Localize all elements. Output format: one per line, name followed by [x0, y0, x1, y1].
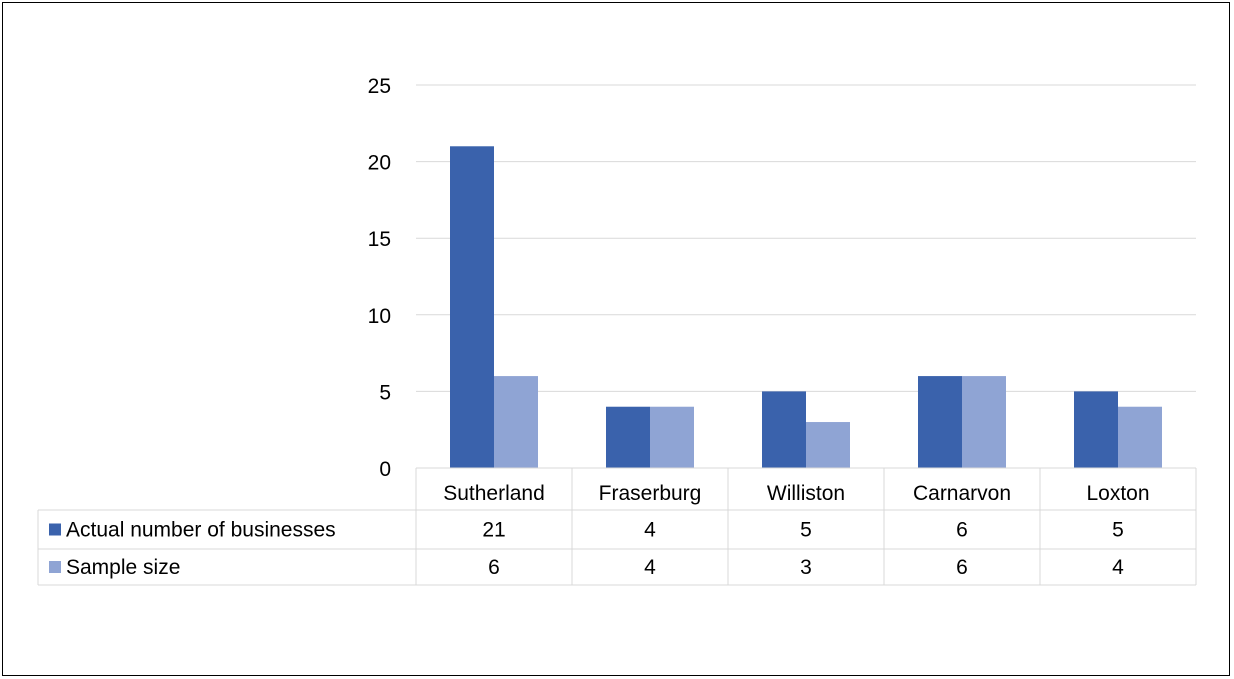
- y-tick-label: 15: [368, 228, 391, 251]
- table-value: 4: [644, 519, 656, 542]
- table-value: 6: [956, 556, 968, 579]
- bar-sample: [1118, 407, 1162, 468]
- bar-actual: [918, 376, 962, 468]
- bar-actual: [762, 391, 806, 468]
- bar-actual: [450, 146, 494, 468]
- series-name: Actual number of businesses: [66, 519, 336, 542]
- bars: [450, 146, 1162, 468]
- table-value: 21: [482, 519, 505, 542]
- y-tick-label: 20: [368, 152, 391, 175]
- y-tick-label: 10: [368, 305, 391, 328]
- bar-sample: [650, 407, 694, 468]
- category-label: Sutherland: [443, 482, 545, 505]
- category-label: Fraserburg: [599, 482, 702, 505]
- y-tick-label: 5: [379, 381, 391, 404]
- series-name: Sample size: [66, 556, 180, 579]
- bar-sample: [806, 422, 850, 468]
- chart: 0 5 10 15 20 25 Sutherland Fraserburg Williston…: [3, 3, 1231, 677]
- bar-actual: [606, 407, 650, 468]
- table-value: 3: [800, 556, 812, 579]
- table-value: 5: [1112, 519, 1124, 542]
- table-value: 5: [800, 519, 812, 542]
- y-tick-label: 0: [379, 458, 391, 481]
- table-value: 6: [956, 519, 968, 542]
- gridlines: [416, 85, 1196, 391]
- bar-sample: [962, 376, 1006, 468]
- legend-key: [49, 561, 61, 573]
- table-value: 6: [488, 556, 500, 579]
- table-value: 4: [1112, 556, 1124, 579]
- bar-sample: [494, 376, 538, 468]
- y-axis-ticks: 0 5 10 15 20 25: [368, 75, 391, 481]
- category-label: Loxton: [1086, 482, 1149, 505]
- legend-key: [49, 524, 61, 536]
- category-label: Williston: [767, 482, 845, 505]
- table-value: 4: [644, 556, 656, 579]
- data-table: Sutherland Fraserburg Williston Carnarvon Lo…: [38, 468, 1196, 585]
- bar-actual: [1074, 391, 1118, 468]
- category-label: Carnarvon: [913, 482, 1011, 505]
- y-tick-label: 25: [368, 75, 391, 98]
